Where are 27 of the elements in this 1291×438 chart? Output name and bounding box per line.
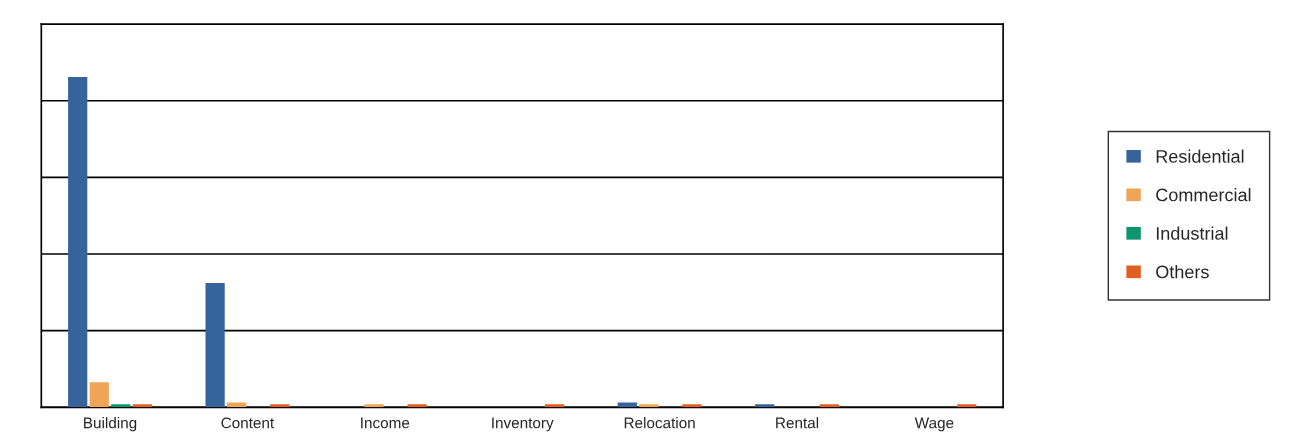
legend-label: Industrial	[1156, 226, 1228, 240]
bar	[544, 404, 565, 408]
bar	[407, 404, 427, 408]
bar	[617, 402, 637, 408]
x-tick-label: Relocation	[624, 417, 695, 429]
bar	[755, 404, 775, 408]
x-tick-label: Content	[221, 417, 275, 429]
x-tick-label: Wage	[914, 417, 954, 432]
bar	[68, 76, 88, 408]
legend-label: Residential	[1156, 149, 1244, 163]
bar	[111, 404, 131, 408]
bar	[227, 402, 247, 408]
legend-label: Others	[1156, 265, 1209, 279]
x-tick-label: Rental	[776, 417, 819, 429]
bar	[957, 404, 977, 408]
bar	[682, 404, 702, 408]
bar	[205, 283, 225, 408]
bar	[639, 404, 659, 408]
bar	[132, 404, 152, 408]
bar	[270, 404, 290, 408]
bar	[819, 404, 839, 408]
x-tick-label: Income	[361, 417, 410, 429]
bar	[89, 382, 109, 408]
bar	[364, 404, 384, 408]
x-tick-label: Building	[84, 417, 137, 432]
x-tick-label: Inventory	[492, 417, 554, 432]
legend-label: Commercial	[1156, 188, 1251, 202]
